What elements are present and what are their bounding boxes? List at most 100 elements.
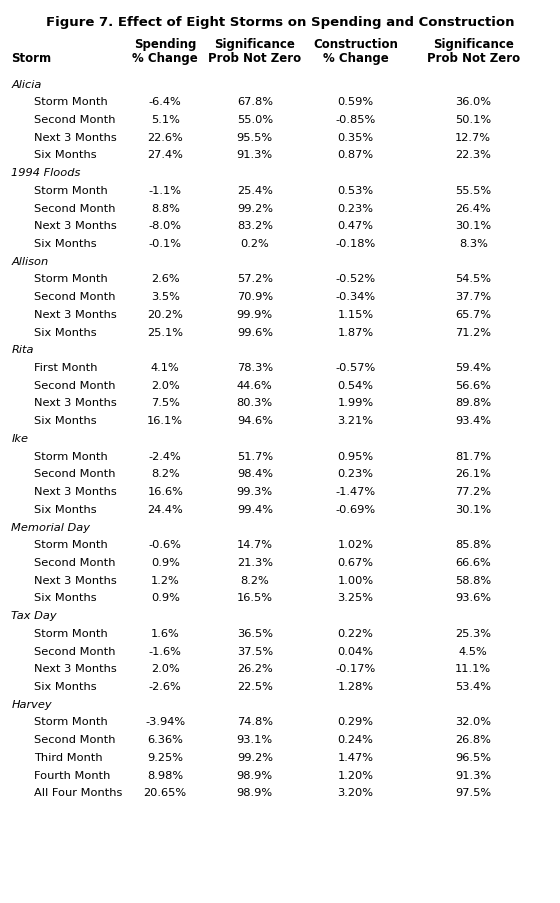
Text: 1.2%: 1.2% <box>151 575 180 585</box>
Text: 56.6%: 56.6% <box>455 380 491 390</box>
Text: 95.5%: 95.5% <box>237 133 273 143</box>
Text: 1.28%: 1.28% <box>338 681 374 691</box>
Text: 25.3%: 25.3% <box>455 628 491 638</box>
Text: Next 3 Months: Next 3 Months <box>34 664 116 674</box>
Text: -2.4%: -2.4% <box>149 452 181 461</box>
Text: -0.18%: -0.18% <box>335 238 376 248</box>
Text: Tax Day: Tax Day <box>11 610 57 620</box>
Text: Next 3 Months: Next 3 Months <box>34 133 116 143</box>
Text: 1.6%: 1.6% <box>151 628 180 638</box>
Text: 4.1%: 4.1% <box>151 363 180 373</box>
Text: Six Months: Six Months <box>34 681 96 691</box>
Text: 8.98%: 8.98% <box>147 769 183 779</box>
Text: 1.20%: 1.20% <box>338 769 374 779</box>
Text: -6.4%: -6.4% <box>149 98 181 107</box>
Text: 26.1%: 26.1% <box>455 469 491 479</box>
Text: 0.95%: 0.95% <box>338 452 374 461</box>
Text: 44.6%: 44.6% <box>237 380 273 390</box>
Text: Second Month: Second Month <box>34 646 115 656</box>
Text: 0.59%: 0.59% <box>338 98 374 107</box>
Text: 7.5%: 7.5% <box>151 398 180 408</box>
Text: 0.67%: 0.67% <box>338 557 374 567</box>
Text: 25.4%: 25.4% <box>237 186 273 196</box>
Text: 66.6%: 66.6% <box>455 557 491 567</box>
Text: 26.4%: 26.4% <box>455 203 491 213</box>
Text: 65.7%: 65.7% <box>455 310 491 320</box>
Text: 25.1%: 25.1% <box>147 327 183 337</box>
Text: Next 3 Months: Next 3 Months <box>34 221 116 231</box>
Text: 96.5%: 96.5% <box>455 752 491 762</box>
Text: 51.7%: 51.7% <box>237 452 273 461</box>
Text: 81.7%: 81.7% <box>455 452 491 461</box>
Text: 1.02%: 1.02% <box>338 540 374 550</box>
Text: 20.2%: 20.2% <box>147 310 183 320</box>
Text: 99.2%: 99.2% <box>237 752 273 762</box>
Text: Second Month: Second Month <box>34 734 115 744</box>
Text: 1.87%: 1.87% <box>338 327 374 337</box>
Text: 70.9%: 70.9% <box>237 292 273 302</box>
Text: -0.34%: -0.34% <box>335 292 376 302</box>
Text: 67.8%: 67.8% <box>237 98 273 107</box>
Text: -0.85%: -0.85% <box>335 115 376 125</box>
Text: -1.47%: -1.47% <box>335 487 376 497</box>
Text: 94.6%: 94.6% <box>237 415 273 425</box>
Text: 3.5%: 3.5% <box>151 292 180 302</box>
Text: 37.5%: 37.5% <box>237 646 273 656</box>
Text: -8.0%: -8.0% <box>149 221 181 231</box>
Text: 93.1%: 93.1% <box>237 734 273 744</box>
Text: 22.3%: 22.3% <box>455 150 491 160</box>
Text: Storm Month: Storm Month <box>34 717 108 727</box>
Text: 71.2%: 71.2% <box>455 327 491 337</box>
Text: 37.7%: 37.7% <box>455 292 491 302</box>
Text: 0.2%: 0.2% <box>240 238 269 248</box>
Text: 99.9%: 99.9% <box>237 310 273 320</box>
Text: 8.8%: 8.8% <box>151 203 180 213</box>
Text: Next 3 Months: Next 3 Months <box>34 487 116 497</box>
Text: 3.21%: 3.21% <box>338 415 374 425</box>
Text: 8.2%: 8.2% <box>240 575 269 585</box>
Text: 0.24%: 0.24% <box>338 734 374 744</box>
Text: Storm Month: Storm Month <box>34 275 108 284</box>
Text: Next 3 Months: Next 3 Months <box>34 310 116 320</box>
Text: -3.94%: -3.94% <box>145 717 185 727</box>
Text: -1.1%: -1.1% <box>149 186 181 196</box>
Text: 53.4%: 53.4% <box>455 681 491 691</box>
Text: 50.1%: 50.1% <box>455 115 491 125</box>
Text: Figure 7. Effect of Eight Storms on Spending and Construction: Figure 7. Effect of Eight Storms on Spen… <box>46 16 514 29</box>
Text: 80.3%: 80.3% <box>237 398 273 408</box>
Text: 91.3%: 91.3% <box>237 150 273 160</box>
Text: 55.0%: 55.0% <box>237 115 273 125</box>
Text: Fourth Month: Fourth Month <box>34 769 110 779</box>
Text: 1.15%: 1.15% <box>338 310 374 320</box>
Text: 8.2%: 8.2% <box>151 469 180 479</box>
Text: 93.6%: 93.6% <box>455 592 491 602</box>
Text: 5.1%: 5.1% <box>151 115 180 125</box>
Text: -2.6%: -2.6% <box>149 681 181 691</box>
Text: Second Month: Second Month <box>34 203 115 213</box>
Text: Allison: Allison <box>11 256 49 266</box>
Text: 97.5%: 97.5% <box>455 787 491 797</box>
Text: Six Months: Six Months <box>34 150 96 160</box>
Text: Next 3 Months: Next 3 Months <box>34 575 116 585</box>
Text: 2.0%: 2.0% <box>151 664 180 674</box>
Text: Prob Not Zero: Prob Not Zero <box>427 51 520 64</box>
Text: Six Months: Six Months <box>34 504 96 514</box>
Text: First Month: First Month <box>34 363 97 373</box>
Text: 3.20%: 3.20% <box>338 787 374 797</box>
Text: % Change: % Change <box>323 51 389 64</box>
Text: -0.52%: -0.52% <box>335 275 376 284</box>
Text: 30.1%: 30.1% <box>455 221 491 231</box>
Text: 27.4%: 27.4% <box>147 150 183 160</box>
Text: 0.23%: 0.23% <box>338 469 374 479</box>
Text: 99.3%: 99.3% <box>237 487 273 497</box>
Text: All Four Months: All Four Months <box>34 787 122 797</box>
Text: Storm Month: Storm Month <box>34 628 108 638</box>
Text: -0.57%: -0.57% <box>335 363 376 373</box>
Text: 26.8%: 26.8% <box>455 734 491 744</box>
Text: 78.3%: 78.3% <box>237 363 273 373</box>
Text: 0.35%: 0.35% <box>338 133 374 143</box>
Text: 4.5%: 4.5% <box>459 646 488 656</box>
Text: 83.2%: 83.2% <box>237 221 273 231</box>
Text: Alicia: Alicia <box>11 79 41 89</box>
Text: 16.1%: 16.1% <box>147 415 183 425</box>
